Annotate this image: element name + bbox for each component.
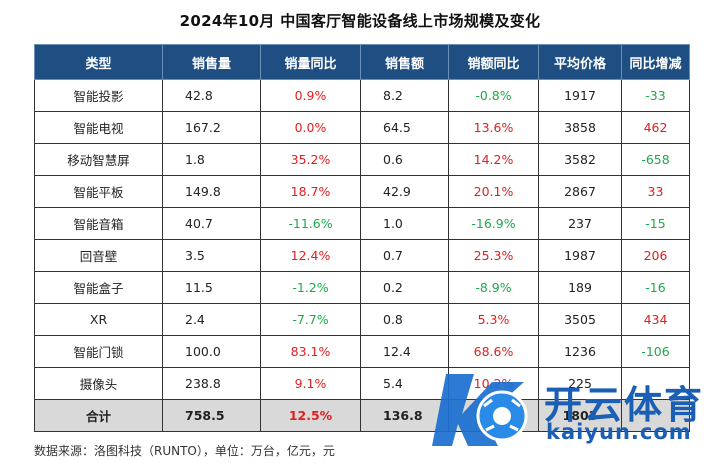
avg-price-cell: 1236 <box>538 335 622 368</box>
sales-volume-cell: 100.0 <box>162 335 261 368</box>
volume-yoy-cell: -1.2% <box>260 271 361 304</box>
logo-subtext: kaiyun.com <box>546 420 692 444</box>
sales-amount-cell: 136.8 <box>360 399 449 432</box>
amount-yoy-cell: -0.8% <box>448 79 539 112</box>
data-table: 类型 销售量 销量同比 销售额 销额同比 平均价格 同比增减 智能投影 42.8 0… <box>34 44 690 432</box>
type-cell: 智能音箱 <box>34 207 163 240</box>
sales-volume-cell: 758.5 <box>162 399 261 432</box>
avg-price-cell: 1803 <box>538 399 622 432</box>
watermark-logo: 开云体育 kaiyun.com <box>432 366 714 458</box>
amount-yoy-cell: 5.3% <box>448 303 539 336</box>
amount-yoy-cell: -8.9% <box>448 271 539 304</box>
volume-yoy-cell: 12.5% <box>260 399 361 432</box>
table-body: 智能投影 42.8 0.9% 8.2 -0.8% 1917 -33 智能电视 167.2 0.0%… <box>34 79 690 432</box>
avg-price-cell: 1987 <box>538 239 622 272</box>
avg-price-cell: 3505 <box>538 303 622 336</box>
sales-amount-cell: 0.2 <box>360 271 449 304</box>
source-note: 数据来源：洛图科技（RUNTO），单位：万台，亿元，元 <box>34 444 335 458</box>
avg-price-cell: 237 <box>538 207 622 240</box>
type-cell: 智能平板 <box>34 175 163 208</box>
price-change-cell: -33 <box>621 79 690 112</box>
sales-volume-cell: 11.5 <box>162 271 261 304</box>
sales-volume-cell: 238.8 <box>162 367 261 400</box>
table-title: 2024年10月 中国客厅智能设备线上市场规模及变化 <box>179 12 541 30</box>
column-header: 类型 <box>34 44 163 80</box>
sales-volume-cell: 1.8 <box>162 143 261 176</box>
table-row: 移动智慧屏 1.8 35.2% 0.6 14.2% 3582 -658 <box>34 143 690 176</box>
price-change-cell <box>621 399 690 432</box>
kaiyun-logo-icon <box>432 374 528 446</box>
sales-amount-cell: 64.5 <box>360 111 449 144</box>
price-change-cell: -16 <box>621 271 690 304</box>
volume-yoy-cell: 0.0% <box>260 111 361 144</box>
sales-volume-cell: 167.2 <box>162 111 261 144</box>
column-header: 销额同比 <box>448 44 539 80</box>
sales-volume-cell: 40.7 <box>162 207 261 240</box>
table-row: 智能电视 167.2 0.0% 64.5 13.6% 3858 462 <box>34 111 690 144</box>
price-change-cell: 434 <box>621 303 690 336</box>
sales-amount-cell: 0.6 <box>360 143 449 176</box>
volume-yoy-cell: 0.9% <box>260 79 361 112</box>
amount-yoy-cell: -16.9% <box>448 207 539 240</box>
column-header: 平均价格 <box>538 44 622 80</box>
sales-volume-cell: 2.4 <box>162 303 261 336</box>
table-row: 智能投影 42.8 0.9% 8.2 -0.8% 1917 -33 <box>34 79 690 112</box>
amount-yoy-cell: 14.2% <box>448 143 539 176</box>
price-change-cell: 206 <box>621 239 690 272</box>
table-row: 智能门锁 100.0 83.1% 12.4 68.6% 1236 -106 <box>34 335 690 368</box>
column-header: 销售额 <box>360 44 449 80</box>
sales-volume-cell: 42.8 <box>162 79 261 112</box>
type-cell: 移动智慧屏 <box>34 143 163 176</box>
avg-price-cell: 3858 <box>538 111 622 144</box>
type-cell: 智能门锁 <box>34 335 163 368</box>
sales-amount-cell: 0.7 <box>360 239 449 272</box>
sales-amount-cell: 1.0 <box>360 207 449 240</box>
price-change-cell: 462 <box>621 111 690 144</box>
volume-yoy-cell: 35.2% <box>260 143 361 176</box>
type-cell: 合计 <box>34 399 163 432</box>
table-row: 智能音箱 40.7 -11.6% 1.0 -16.9% 237 -15 <box>34 207 690 240</box>
sales-amount-cell: 42.9 <box>360 175 449 208</box>
type-cell: 回音壁 <box>34 239 163 272</box>
price-change-cell: -658 <box>621 143 690 176</box>
column-header: 销售量 <box>162 44 261 80</box>
volume-yoy-cell: 9.1% <box>260 367 361 400</box>
avg-price-cell: 1917 <box>538 79 622 112</box>
amount-yoy-cell: 25.3% <box>448 239 539 272</box>
type-cell: 智能盒子 <box>34 271 163 304</box>
volume-yoy-cell: 12.4% <box>260 239 361 272</box>
logo-text: 开云体育 <box>544 383 705 427</box>
volume-yoy-cell: -7.7% <box>260 303 361 336</box>
table-row: 智能平板 149.8 18.7% 42.9 20.1% 2867 33 <box>34 175 690 208</box>
sales-volume-cell: 3.5 <box>162 239 261 272</box>
sales-amount-cell: 0.8 <box>360 303 449 336</box>
avg-price-cell: 189 <box>538 271 622 304</box>
type-cell: XR <box>34 303 163 336</box>
header-row: 类型 销售量 销量同比 销售额 销额同比 平均价格 同比增减 <box>34 44 690 80</box>
avg-price-cell: 3582 <box>538 143 622 176</box>
amount-yoy-cell: 13.6% <box>448 111 539 144</box>
type-cell: 智能电视 <box>34 111 163 144</box>
table-row: 智能盒子 11.5 -1.2% 0.2 -8.9% 189 -16 <box>34 271 690 304</box>
table-row: XR 2.4 -7.7% 0.8 5.3% 3505 434 <box>34 303 690 336</box>
type-cell: 智能投影 <box>34 79 163 112</box>
column-header: 同比增减 <box>621 44 690 80</box>
volume-yoy-cell: -11.6% <box>260 207 361 240</box>
amount-yoy-cell: 20.1% <box>448 175 539 208</box>
volume-yoy-cell: 18.7% <box>260 175 361 208</box>
amount-yoy-cell: 68.6% <box>448 335 539 368</box>
sales-amount-cell: 8.2 <box>360 79 449 112</box>
table-row: 回音壁 3.5 12.4% 0.7 25.3% 1987 206 <box>34 239 690 272</box>
sales-amount-cell: 12.4 <box>360 335 449 368</box>
avg-price-cell: 2867 <box>538 175 622 208</box>
sales-volume-cell: 149.8 <box>162 175 261 208</box>
price-change-cell: -106 <box>621 335 690 368</box>
volume-yoy-cell: 83.1% <box>260 335 361 368</box>
type-cell: 摄像头 <box>34 367 163 400</box>
price-change-cell: 33 <box>621 175 690 208</box>
price-change-cell: -15 <box>621 207 690 240</box>
column-header: 销量同比 <box>260 44 361 80</box>
